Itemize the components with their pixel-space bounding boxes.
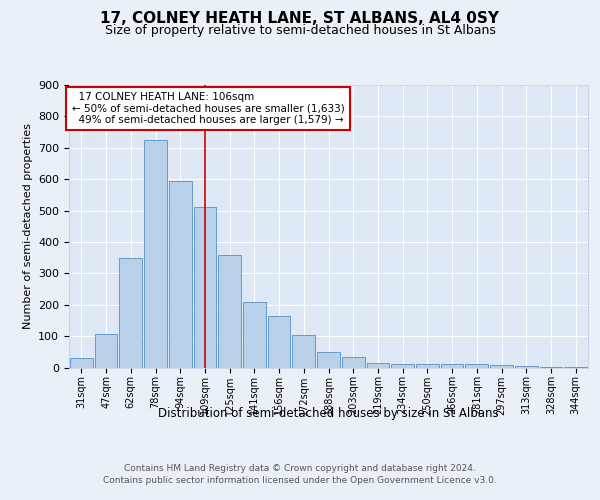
Text: 17 COLNEY HEATH LANE: 106sqm
← 50% of semi-detached houses are smaller (1,633)
 : 17 COLNEY HEATH LANE: 106sqm ← 50% of se… [71,92,344,126]
Bar [194,208,216,368]
Bar [144,140,167,368]
Bar [268,316,290,368]
Bar [564,367,587,368]
Bar [490,365,513,368]
Text: Contains public sector information licensed under the Open Government Licence v3: Contains public sector information licen… [103,476,497,485]
Bar [466,364,488,368]
Bar [342,356,365,368]
Bar [367,363,389,368]
Text: Distribution of semi-detached houses by size in St Albans: Distribution of semi-detached houses by … [158,408,499,420]
Bar [169,180,191,368]
Bar [539,366,562,368]
Bar [391,364,414,368]
Bar [119,258,142,368]
Bar [292,334,315,368]
Text: Size of property relative to semi-detached houses in St Albans: Size of property relative to semi-detach… [104,24,496,37]
Bar [95,334,118,368]
Bar [70,358,93,368]
Y-axis label: Number of semi-detached properties: Number of semi-detached properties [23,123,32,329]
Bar [515,366,538,368]
Bar [441,364,463,368]
Text: Contains HM Land Registry data © Crown copyright and database right 2024.: Contains HM Land Registry data © Crown c… [124,464,476,473]
Bar [218,255,241,368]
Bar [416,364,439,368]
Bar [243,302,266,368]
Bar [317,352,340,368]
Text: 17, COLNEY HEATH LANE, ST ALBANS, AL4 0SY: 17, COLNEY HEATH LANE, ST ALBANS, AL4 0S… [101,11,499,26]
